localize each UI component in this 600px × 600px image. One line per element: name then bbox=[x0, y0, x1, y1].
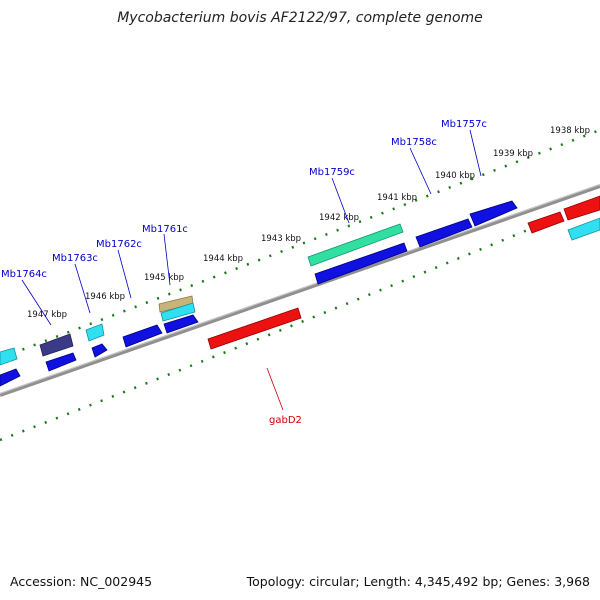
label-connector bbox=[266, 367, 284, 411]
gene-blue[interactable] bbox=[122, 324, 163, 348]
gene-navy[interactable] bbox=[39, 333, 74, 357]
gene-blue[interactable] bbox=[45, 352, 77, 372]
kbp-label: 1943 kbp bbox=[261, 234, 301, 244]
kbp-label: 1939 kbp bbox=[493, 149, 533, 159]
kbp-label: 1944 kbp bbox=[203, 254, 243, 264]
gene-cyan[interactable] bbox=[85, 323, 105, 342]
gene-label-mb1759c[interactable]: Mb1759c bbox=[309, 167, 355, 178]
label-connector bbox=[117, 249, 132, 299]
kbp-label: 1945 kbp bbox=[144, 273, 184, 283]
kbp-label: 1946 kbp bbox=[85, 292, 125, 302]
genome-backbone bbox=[0, 184, 600, 397]
gene-blue[interactable] bbox=[163, 314, 199, 334]
gene-label-mb1757c[interactable]: Mb1757c bbox=[441, 119, 487, 130]
kbp-label: 1940 kbp bbox=[435, 171, 475, 181]
accession-text: Accession: NC_002945 bbox=[10, 574, 153, 589]
gene-red[interactable] bbox=[207, 307, 302, 350]
topology-text: Topology: circular; Length: 4,345,492 bp… bbox=[246, 574, 590, 589]
gene-label-mb1763c[interactable]: Mb1763c bbox=[52, 253, 98, 264]
gene-label-mb1758c[interactable]: Mb1758c bbox=[391, 137, 437, 148]
kbp-label: 1947 kbp bbox=[27, 310, 67, 320]
gene-cyan[interactable] bbox=[160, 302, 196, 322]
gene-blue[interactable] bbox=[415, 218, 473, 248]
kbp-label: 1941 kbp bbox=[377, 193, 417, 203]
outer-tick-arc bbox=[0, 128, 600, 360]
gene-blue[interactable] bbox=[314, 242, 408, 285]
label-connector bbox=[469, 129, 482, 177]
label-connector bbox=[74, 263, 91, 314]
gene-label-mb1764c[interactable]: Mb1764c bbox=[1, 269, 47, 280]
label-connector bbox=[409, 147, 432, 195]
gene-label-mb1762c[interactable]: Mb1762c bbox=[96, 239, 142, 250]
genome-title: Mycobacterium bovis AF2122/97, complete … bbox=[117, 10, 483, 26]
label-connector bbox=[331, 177, 350, 224]
gene-blue[interactable] bbox=[91, 343, 108, 358]
gene-label-gabd2[interactable]: gabD2 bbox=[269, 415, 302, 426]
gene-blue[interactable] bbox=[0, 368, 21, 387]
gene-teal[interactable] bbox=[307, 223, 404, 267]
gene-red[interactable] bbox=[563, 195, 600, 221]
gene-blue[interactable] bbox=[469, 200, 518, 227]
gene-label-mb1761c[interactable]: Mb1761c bbox=[142, 224, 188, 235]
label-connector bbox=[163, 233, 171, 286]
gene-cyan[interactable] bbox=[567, 217, 600, 241]
kbp-label: 1942 kbp bbox=[319, 213, 359, 223]
label-connector bbox=[21, 279, 52, 326]
gene-red[interactable] bbox=[527, 211, 565, 234]
gene-cyan[interactable] bbox=[0, 347, 18, 366]
kbp-label: 1938 kbp bbox=[550, 126, 590, 136]
